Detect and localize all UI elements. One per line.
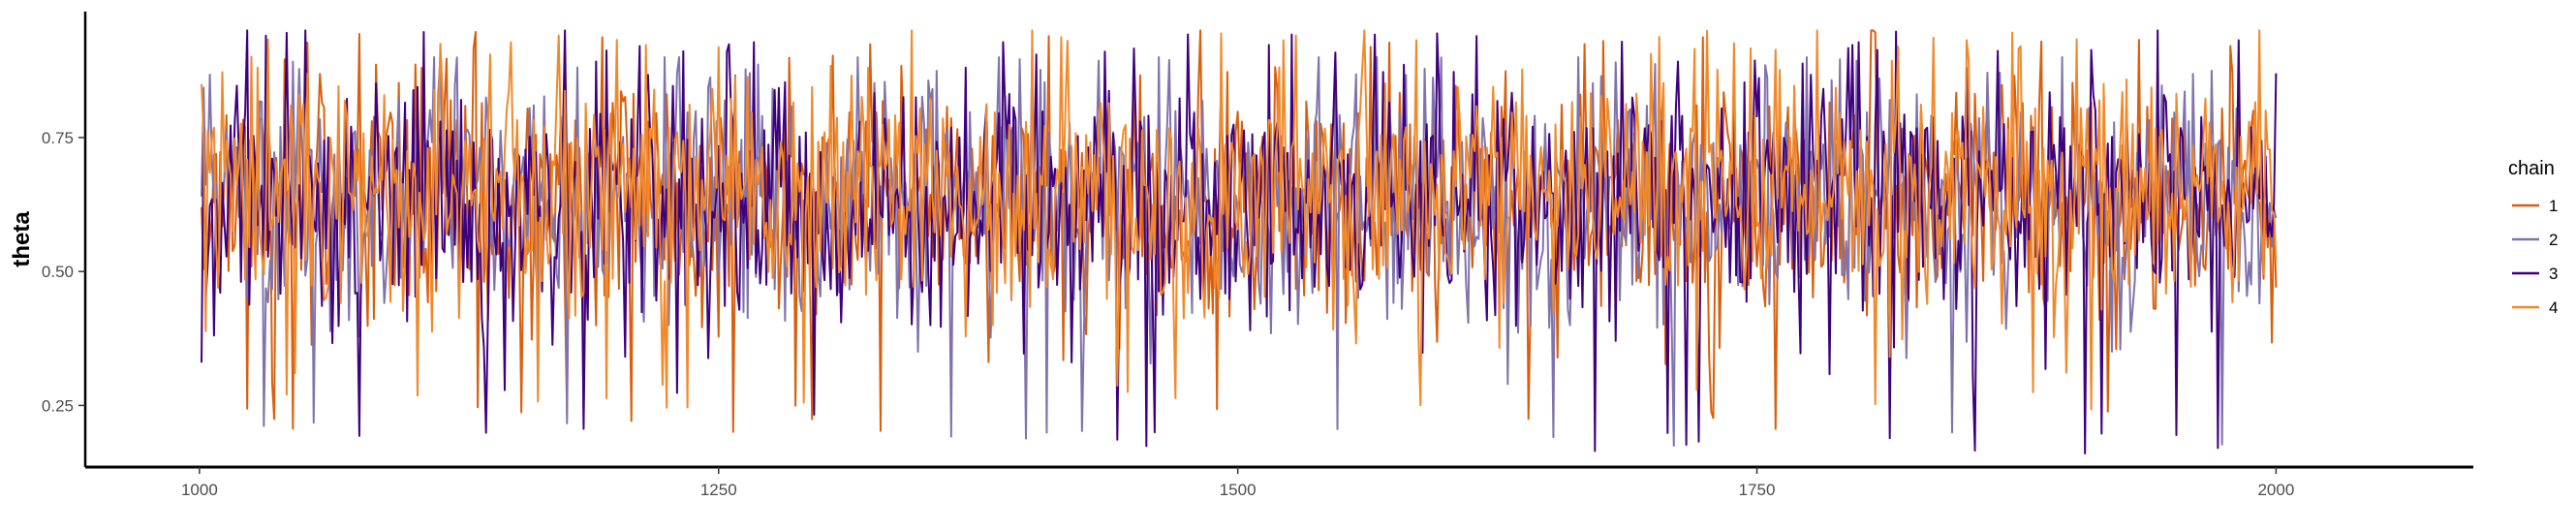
y-tick-label: 0.25 xyxy=(42,396,74,415)
y-tick-label: 0.75 xyxy=(42,129,74,147)
series-lines xyxy=(201,29,2278,455)
x-tick-label: 1000 xyxy=(181,481,218,499)
x-axis-ticks: 1000 1250 1500 1750 2000 xyxy=(181,467,2294,499)
series-line-chain-2 xyxy=(201,56,2278,447)
legend[interactable]: chain 1 2 3 4 xyxy=(2508,158,2558,317)
y-axis-ticks: 0.25 0.50 0.75 xyxy=(42,129,85,415)
legend-title: chain xyxy=(2508,158,2555,179)
x-tick-label: 1500 xyxy=(1220,481,1257,499)
y-tick-label: 0.50 xyxy=(42,263,74,281)
legend-label-chain-2: 2 xyxy=(2549,231,2558,249)
y-axis-title: theta xyxy=(9,211,35,267)
x-tick-label: 1250 xyxy=(700,481,737,499)
x-tick-label: 2000 xyxy=(2257,481,2294,499)
series-line-chain-4 xyxy=(201,29,2278,411)
x-tick-label: 1750 xyxy=(1739,481,1776,499)
legend-label-chain-3: 3 xyxy=(2549,265,2558,283)
legend-label-chain-1: 1 xyxy=(2549,197,2558,215)
legend-items[interactable]: 1 2 3 4 xyxy=(2512,197,2558,317)
series-line-chain-1 xyxy=(201,29,2278,433)
legend-label-chain-4: 4 xyxy=(2549,298,2558,317)
